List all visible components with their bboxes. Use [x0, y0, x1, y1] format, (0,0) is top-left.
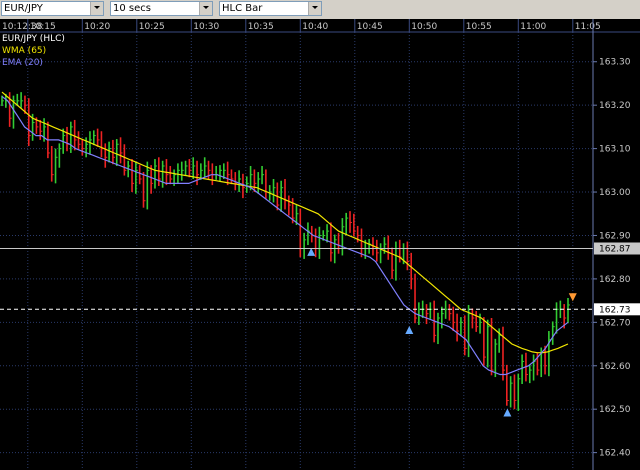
legend-wma: WMA (65) — [2, 46, 46, 56]
time-tick-label: 10:55 — [466, 22, 492, 32]
bar-type-select[interactable]: HLC Bar — [219, 1, 322, 16]
time-tick-label: 10:40 — [302, 22, 328, 32]
crosshair-price-tag: 162.87 — [599, 245, 631, 255]
time-tick-label: 10:20 — [84, 22, 110, 32]
symbol-dropdown-button[interactable] — [90, 2, 103, 15]
wma-line — [1, 91, 569, 354]
chart-legend: EUR/JPY (HLC) WMA (65) EMA (20) — [2, 34, 65, 68]
legend-ema: EMA (20) — [2, 58, 43, 68]
chart-toolbar: EUR/JPY 10 secs HLC Bar — [0, 0, 640, 20]
indicator-lines — [1, 91, 569, 376]
time-axis-background — [0, 19, 640, 32]
symbol-value: EUR/JPY — [4, 3, 43, 14]
price-tick-label: 163.30 — [599, 58, 631, 68]
price-tick-label: 163.00 — [599, 188, 631, 198]
price-axis: 163.30 163.20 163.10 163.00 162.90 162.80 162.… — [592, 19, 631, 470]
time-tick-label: 10:45 — [357, 22, 383, 32]
price-tick-label: 163.10 — [599, 145, 631, 155]
price-tick-label: 162.40 — [599, 449, 631, 459]
bar-type-value: HLC Bar — [222, 3, 263, 14]
bar-type-dropdown-button[interactable] — [308, 2, 321, 15]
price-tick-label: 162.90 — [599, 231, 631, 241]
price-tick-label: 162.50 — [599, 405, 631, 415]
symbol-select[interactable]: EUR/JPY — [1, 1, 104, 16]
chevron-down-icon — [312, 6, 318, 9]
price-tick-label: 162.80 — [599, 275, 631, 285]
interval-value: 10 secs — [113, 3, 151, 14]
time-tick-label: 10:25 — [139, 22, 165, 32]
price-tick-label: 162.60 — [599, 362, 631, 372]
interval-select[interactable]: 10 secs — [110, 1, 213, 16]
arrow-up-icon — [503, 408, 512, 417]
price-tick-label: 162.70 — [599, 318, 631, 328]
time-tick-label: 10:50 — [411, 22, 437, 32]
last-price-tag-bg — [594, 303, 640, 316]
price-bars — [1, 92, 570, 411]
legend-title: EUR/JPY (HLC) — [2, 34, 65, 44]
arrow-up-icon — [405, 326, 414, 335]
time-tick-label: 10:35 — [248, 22, 274, 32]
arrow-up-icon — [307, 247, 316, 256]
price-tick-label: 163.20 — [599, 101, 631, 111]
last-price-tag: 162.73 — [599, 305, 631, 315]
time-tick-label: 10:15 — [30, 22, 56, 32]
signal-markers — [307, 247, 577, 417]
arrow-down-icon — [568, 293, 577, 302]
time-tick-label: 11:00 — [520, 22, 546, 32]
ema-line — [1, 96, 569, 376]
crosshair-tag-bg — [594, 242, 640, 255]
interval-dropdown-button[interactable] — [199, 2, 212, 15]
time-tick-label: 10:30 — [193, 22, 219, 32]
time-tick-label: 11:05 — [575, 22, 601, 32]
price-lines: 162.87 162.73 — [0, 242, 640, 316]
chevron-down-icon — [203, 6, 209, 9]
chevron-down-icon — [94, 6, 100, 9]
time-start-label: 10:12:38 — [2, 22, 43, 32]
